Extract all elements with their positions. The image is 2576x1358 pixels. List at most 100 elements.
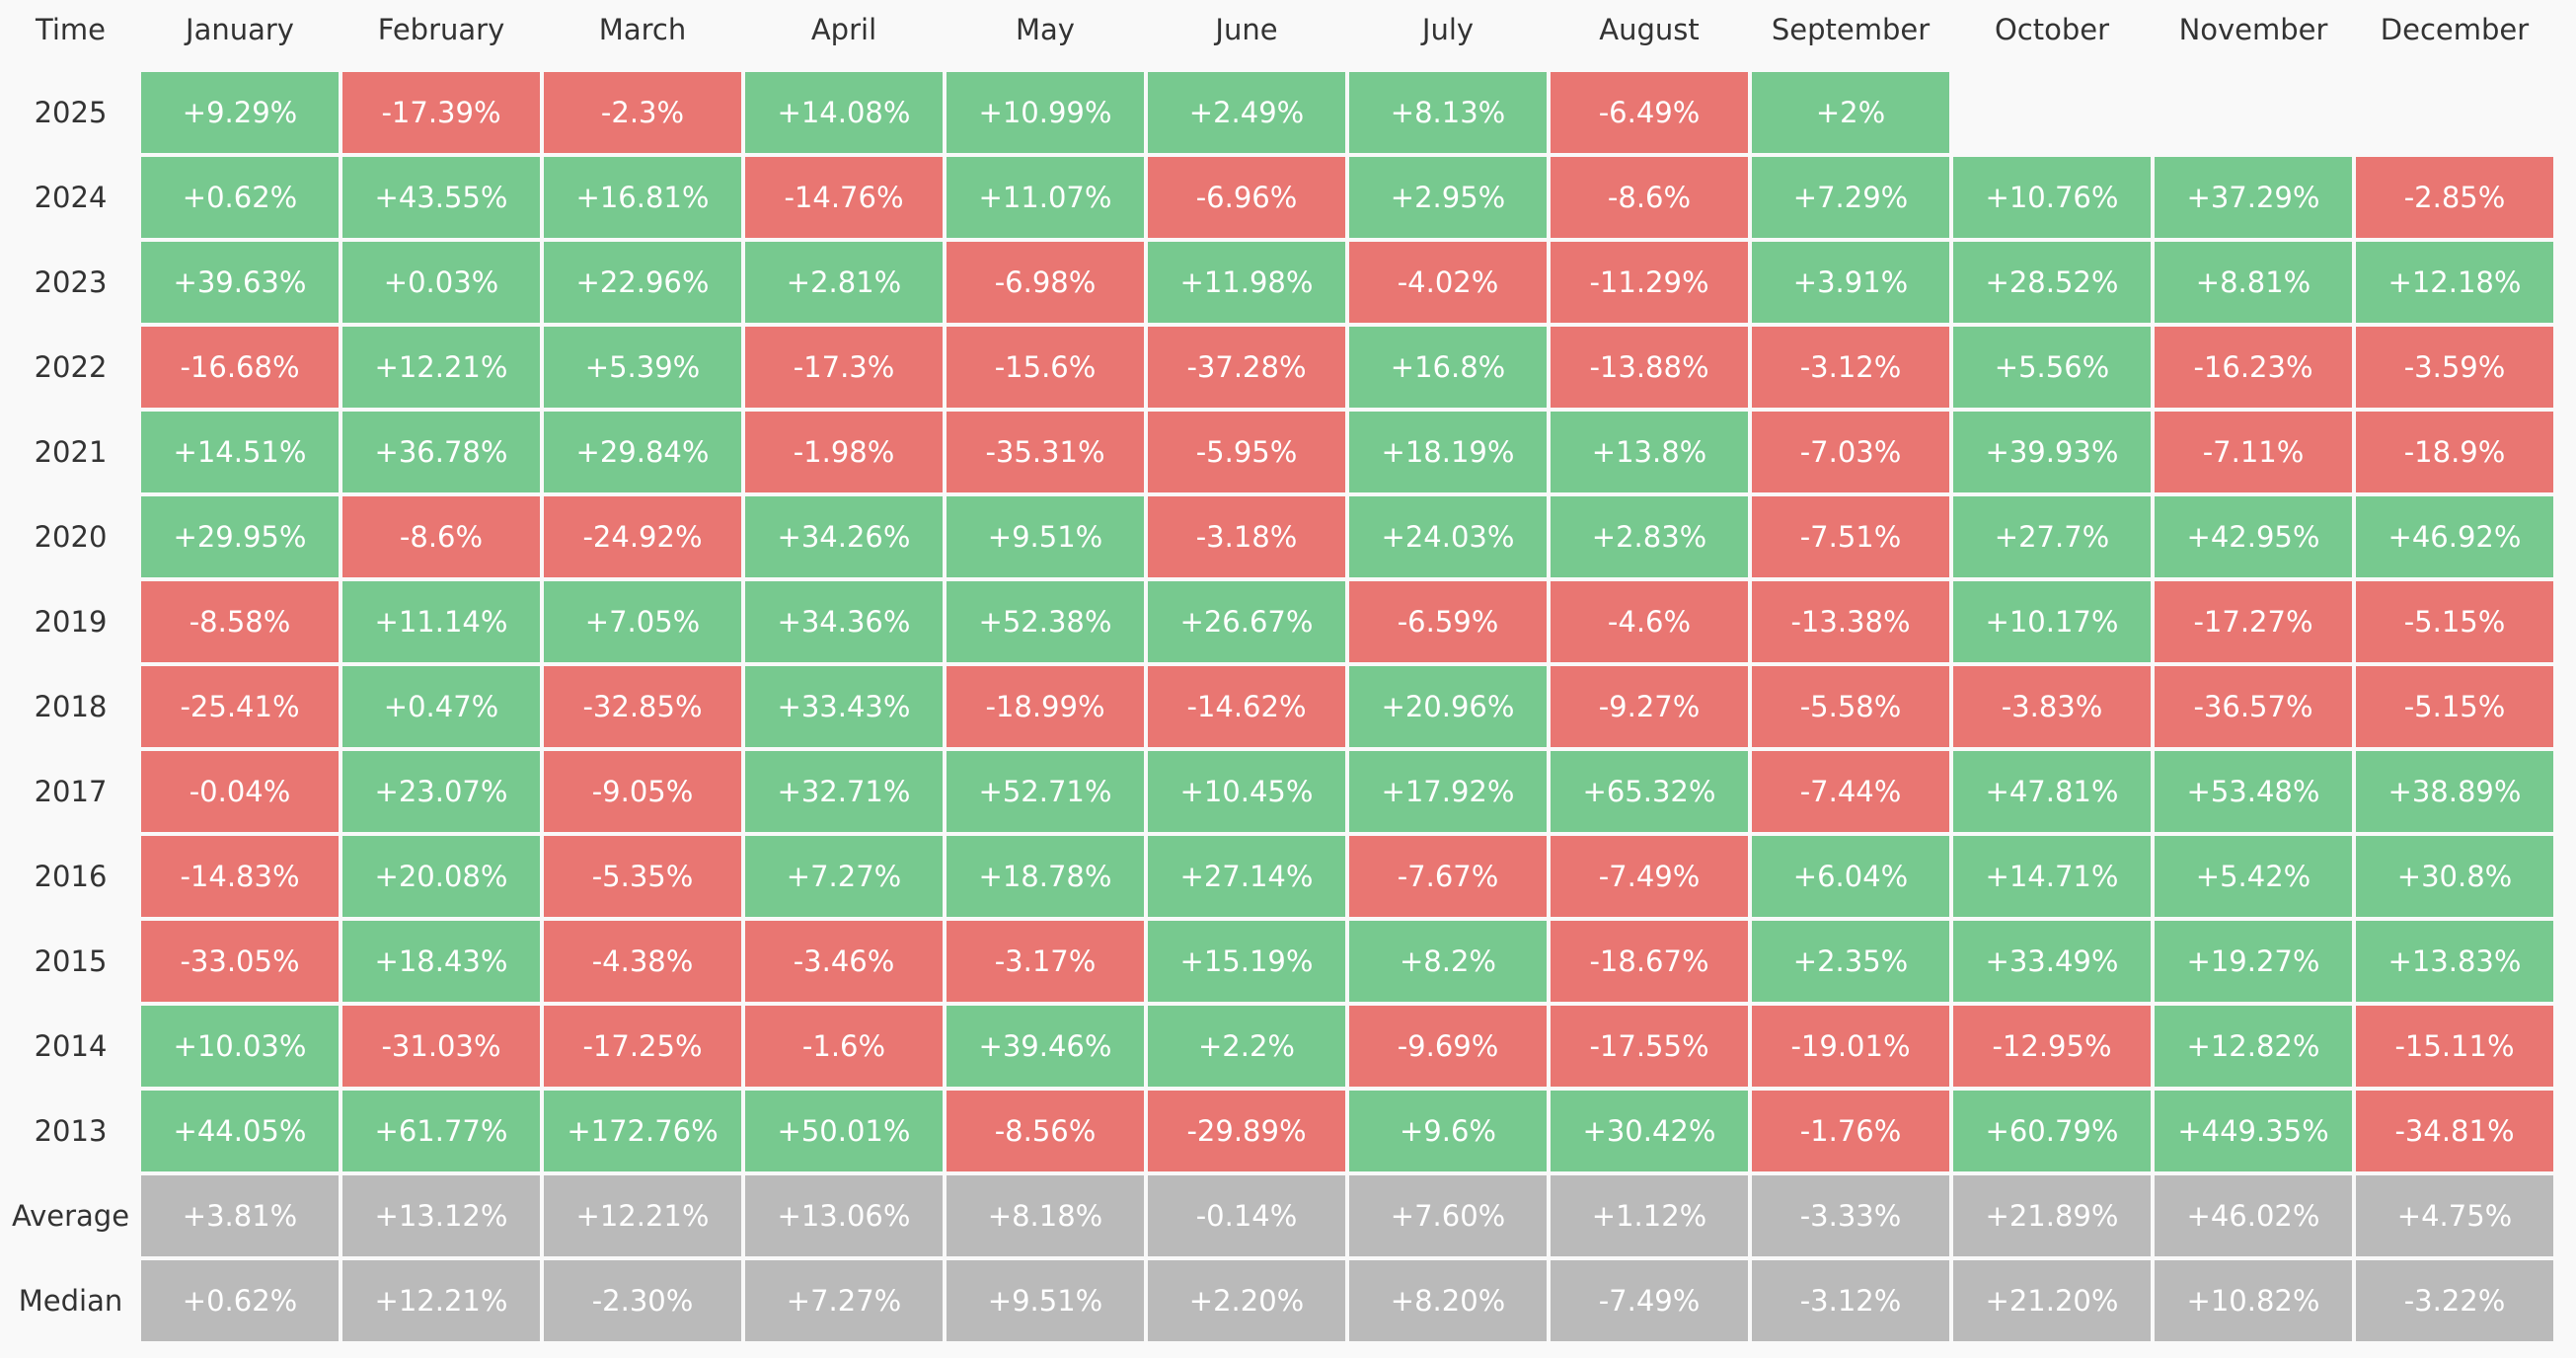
return-cell: +9.6% (1349, 1091, 1547, 1171)
return-cell: +7.27% (745, 836, 943, 917)
return-cell: +47.81% (1953, 751, 2151, 832)
summary-cell: +7.60% (1349, 1175, 1547, 1256)
return-cell: +13.83% (2356, 921, 2553, 1002)
summary-cell: +12.21% (544, 1175, 741, 1256)
return-cell: +2% (1752, 72, 1949, 153)
return-cell: -17.39% (342, 72, 540, 153)
return-cell: -34.81% (2356, 1091, 2553, 1171)
return-cell: +61.77% (342, 1091, 540, 1171)
month-header: December (2380, 12, 2530, 46)
return-cell: -24.92% (544, 496, 741, 577)
return-cell: +16.8% (1349, 327, 1547, 408)
return-cell: -6.59% (1349, 581, 1547, 662)
return-cell: -18.9% (2356, 412, 2553, 492)
return-cell: -9.05% (544, 751, 741, 832)
return-cell: +60.79% (1953, 1091, 2151, 1171)
return-cell: -15.6% (947, 327, 1144, 408)
row-label: 2021 (34, 435, 108, 469)
return-cell: +43.55% (342, 157, 540, 238)
return-cell: -7.67% (1349, 836, 1547, 917)
row-label: 2025 (34, 96, 108, 129)
return-cell: +2.49% (1148, 72, 1345, 153)
return-cell: -2.3% (544, 72, 741, 153)
month-header: June (1215, 12, 1278, 46)
return-cell: -14.62% (1148, 666, 1345, 747)
return-cell: +18.78% (947, 836, 1144, 917)
return-cell: +7.29% (1752, 157, 1949, 238)
return-cell: +42.95% (2155, 496, 2352, 577)
return-cell: -6.98% (947, 242, 1144, 323)
row-label: 2014 (34, 1029, 108, 1063)
return-cell: +18.43% (342, 921, 540, 1002)
return-cell: +36.78% (342, 412, 540, 492)
return-cell: +20.96% (1349, 666, 1547, 747)
return-cell: -7.44% (1752, 751, 1949, 832)
month-header: August (1599, 12, 1700, 46)
return-cell: +12.18% (2356, 242, 2553, 323)
return-cell: +28.52% (1953, 242, 2151, 323)
return-cell: -8.6% (342, 496, 540, 577)
return-cell: -6.49% (1551, 72, 1748, 153)
return-cell: -1.6% (745, 1006, 943, 1087)
row-label: Average (11, 1199, 130, 1233)
summary-cell: +13.12% (342, 1175, 540, 1256)
return-cell: -37.28% (1148, 327, 1345, 408)
summary-cell: +10.82% (2155, 1260, 2352, 1341)
return-cell: -36.57% (2155, 666, 2352, 747)
return-cell: +6.04% (1752, 836, 1949, 917)
return-cell: +29.84% (544, 412, 741, 492)
return-cell: +5.56% (1953, 327, 2151, 408)
row-label: 2015 (34, 944, 108, 978)
return-cell: -7.51% (1752, 496, 1949, 577)
return-cell: +53.48% (2155, 751, 2352, 832)
row-label: Median (18, 1284, 123, 1318)
return-cell: +11.14% (342, 581, 540, 662)
return-cell: -18.67% (1551, 921, 1748, 1002)
return-cell: -4.38% (544, 921, 741, 1002)
return-cell: +26.67% (1148, 581, 1345, 662)
summary-cell: +21.20% (1953, 1260, 2151, 1341)
return-cell: +27.7% (1953, 496, 2151, 577)
return-cell: -1.76% (1752, 1091, 1949, 1171)
row-label: 2023 (34, 265, 108, 299)
return-cell: -17.25% (544, 1006, 741, 1087)
return-cell: +12.21% (342, 327, 540, 408)
return-cell: +0.47% (342, 666, 540, 747)
return-cell: -1.98% (745, 412, 943, 492)
summary-cell: +46.02% (2155, 1175, 2352, 1256)
summary-cell: -0.14% (1148, 1175, 1345, 1256)
return-cell: +8.2% (1349, 921, 1547, 1002)
row-label: 2013 (34, 1114, 108, 1148)
summary-cell: +9.51% (947, 1260, 1144, 1341)
row-label: 2018 (34, 690, 108, 723)
return-cell: +172.76% (544, 1091, 741, 1171)
return-cell: +9.29% (141, 72, 339, 153)
month-header: July (1421, 12, 1475, 46)
return-cell: -13.38% (1752, 581, 1949, 662)
return-cell: +20.08% (342, 836, 540, 917)
summary-cell: +0.62% (141, 1260, 339, 1341)
return-cell: +16.81% (544, 157, 741, 238)
month-header: January (186, 12, 294, 46)
return-cell: -9.27% (1551, 666, 1748, 747)
return-cell: +0.03% (342, 242, 540, 323)
return-cell: -12.95% (1953, 1006, 2151, 1087)
return-cell: -32.85% (544, 666, 741, 747)
return-cell: +65.32% (1551, 751, 1748, 832)
return-cell: +33.43% (745, 666, 943, 747)
return-cell: -3.18% (1148, 496, 1345, 577)
return-cell: -2.85% (2356, 157, 2553, 238)
return-cell: -19.01% (1752, 1006, 1949, 1087)
summary-cell: +13.06% (745, 1175, 943, 1256)
return-cell: +34.26% (745, 496, 943, 577)
return-cell: +10.76% (1953, 157, 2151, 238)
return-cell: +18.19% (1349, 412, 1547, 492)
return-cell: +10.17% (1953, 581, 2151, 662)
row-label: 2020 (34, 520, 108, 554)
row-label: 2019 (34, 605, 108, 639)
summary-cell: -3.12% (1752, 1260, 1949, 1341)
return-cell: +27.14% (1148, 836, 1345, 917)
return-cell: -7.49% (1551, 836, 1748, 917)
month-header: April (810, 12, 877, 46)
return-cell: -9.69% (1349, 1006, 1547, 1087)
